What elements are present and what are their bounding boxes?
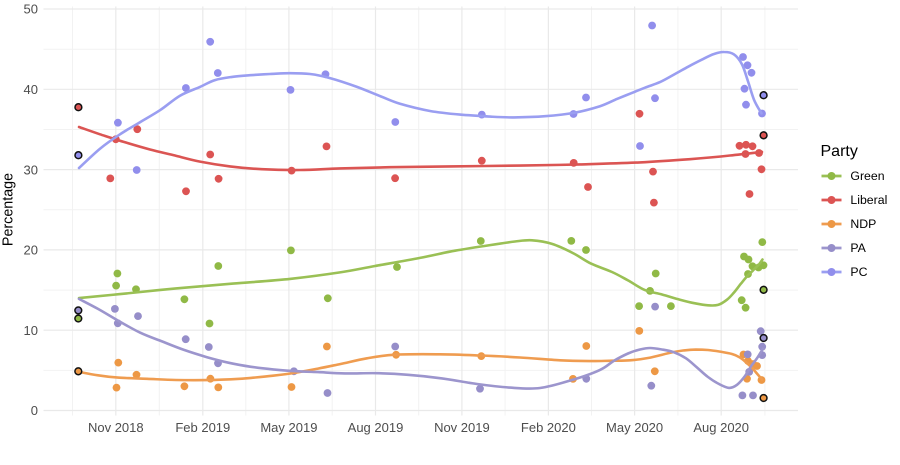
svg-text:Percentage: Percentage xyxy=(1,173,17,246)
svg-text:Aug 2020: Aug 2020 xyxy=(693,420,749,435)
svg-text:May 2019: May 2019 xyxy=(260,420,317,435)
svg-text:PA: PA xyxy=(850,241,866,255)
svg-text:Green: Green xyxy=(850,169,884,183)
svg-text:20: 20 xyxy=(24,243,38,258)
svg-text:30: 30 xyxy=(24,162,38,177)
svg-text:May 2020: May 2020 xyxy=(606,420,663,435)
svg-text:Party: Party xyxy=(821,143,858,160)
svg-text:10: 10 xyxy=(24,323,38,338)
svg-text:0: 0 xyxy=(31,403,38,418)
svg-text:50: 50 xyxy=(24,2,38,17)
svg-text:Aug 2019: Aug 2019 xyxy=(348,420,404,435)
svg-text:Liberal: Liberal xyxy=(850,193,887,207)
svg-text:Nov 2019: Nov 2019 xyxy=(434,420,490,435)
svg-text:Nov 2018: Nov 2018 xyxy=(88,420,144,435)
svg-text:PC: PC xyxy=(850,265,867,279)
svg-text:Feb 2020: Feb 2020 xyxy=(521,420,576,435)
svg-text:40: 40 xyxy=(24,82,38,97)
svg-text:NDP: NDP xyxy=(850,217,876,231)
svg-text:Feb 2019: Feb 2019 xyxy=(175,420,230,435)
